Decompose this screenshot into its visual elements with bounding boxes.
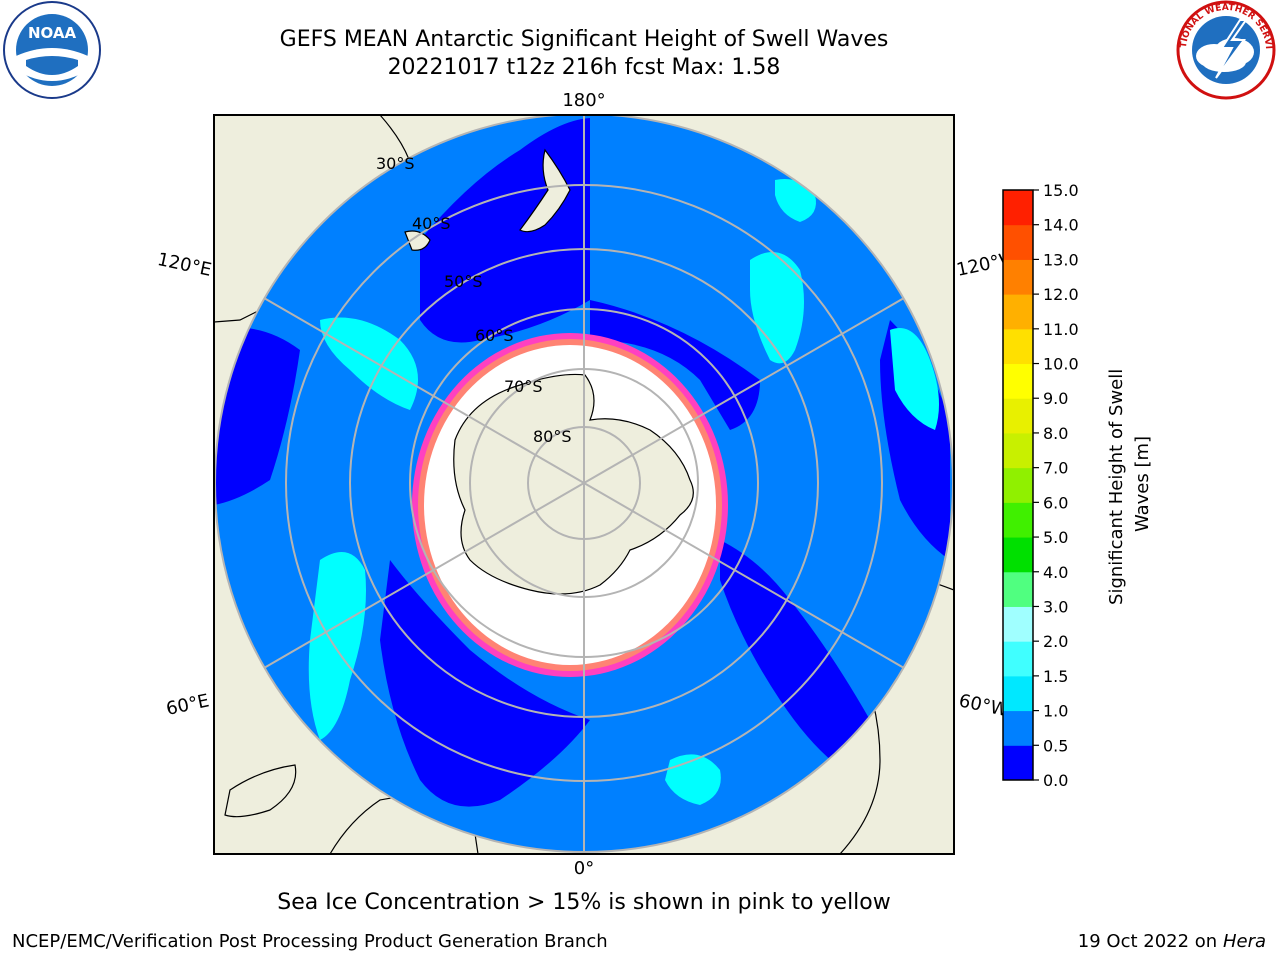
noaa-logo: NOAA: [3, 1, 101, 99]
lat-label-60s: 60°S: [475, 326, 514, 345]
colorbar-segment: [1003, 294, 1033, 330]
title-line-2: 20221017 t12z 216h fcst Max: 1.58: [387, 55, 781, 80]
colorbar-tick-label: 7.0: [1043, 459, 1068, 478]
colorbar-segment: [1003, 432, 1033, 469]
map-area: [214, 115, 954, 854]
tasmania: [404, 230, 431, 251]
lat-label-30s: 30°S: [376, 154, 415, 173]
colorbar-segment: [1003, 467, 1033, 503]
colorbar-tick-label: 12.0: [1043, 285, 1079, 304]
colorbar-segment: [1003, 190, 1033, 226]
colorbar-label-line-2: Waves [m]: [1132, 436, 1153, 532]
colorbar-tick-label: 3.0: [1043, 597, 1068, 616]
lat-label-70s: 70°S: [504, 377, 543, 396]
lon-label-lower-left: 60°E: [164, 690, 211, 720]
lat-label-80s: 80°S: [533, 427, 572, 446]
colorbar-segment: [1003, 641, 1033, 677]
lat-label-50s: 50°S: [444, 272, 483, 291]
lon-label-top: 180°: [562, 90, 605, 111]
colorbar-tick-label: 0.5: [1043, 736, 1068, 755]
colorbar-tick-label: 10.0: [1043, 355, 1079, 374]
colorbar-segment: [1003, 224, 1033, 260]
colorbar-segment: [1003, 745, 1033, 781]
lat-label-40s: 40°S: [412, 214, 451, 233]
colorbar-segment: [1003, 328, 1033, 365]
colorbar-label-line-1: Significant Height of Swell: [1106, 369, 1127, 605]
colorbar-segment: [1003, 675, 1033, 712]
colorbar-segment: [1003, 398, 1033, 434]
antarctica: [453, 373, 694, 595]
noaa-logo-text: NOAA: [28, 24, 77, 42]
colorbar-tick-label: 13.0: [1043, 250, 1079, 269]
colorbar-tick-label: 5.0: [1043, 528, 1068, 547]
sea-ice-caption: Sea Ice Concentration > 15% is shown in …: [277, 890, 891, 915]
colorbar-tick-label: 14.0: [1043, 216, 1079, 235]
colorbar-label: Significant Height of Swell Waves [m]: [1106, 363, 1153, 605]
footer-host: Hera: [1222, 931, 1266, 952]
lon-label-lower-right: 60°W: [957, 690, 1010, 721]
colorbar-tick-label: 9.0: [1043, 389, 1068, 408]
colorbar-segment: [1003, 502, 1033, 538]
colorbar-frame: [1002, 189, 1034, 781]
title-line-1: GEFS MEAN Antarctic Significant Height o…: [279, 27, 889, 52]
colorbar-segment: [1003, 363, 1033, 399]
colorbar-tick-label: 1.0: [1043, 702, 1068, 721]
colorbar-tick-label: 11.0: [1043, 320, 1079, 339]
colorbar-tick-label: 15.0: [1043, 181, 1079, 200]
colorbar-segment: [1003, 571, 1033, 607]
footer-credit: NCEP/EMC/Verification Post Processing Pr…: [12, 931, 608, 952]
madagascar: [224, 764, 297, 818]
colorbar-segment: [1003, 710, 1033, 746]
plot-title: GEFS MEAN Antarctic Significant Height o…: [214, 26, 954, 82]
colorbar-tick-label: 0.0: [1043, 771, 1068, 790]
nws-logo: NATIONAL WEATHER SERVICE: [1174, 0, 1276, 100]
lon-label-bottom: 0°: [574, 858, 594, 879]
lon-label-upper-left: 120°E: [155, 249, 213, 281]
colorbar-tick-label: 6.0: [1043, 493, 1068, 512]
colorbar-segment: [1003, 259, 1033, 295]
footer-date: 19 Oct 2022 on Hera: [1078, 931, 1266, 952]
colorbar-segment: [1003, 537, 1033, 573]
footer-date-text: 19 Oct 2022 on: [1077, 931, 1223, 952]
colorbar-tick-label: 4.0: [1043, 563, 1068, 582]
map-frame: [213, 114, 955, 855]
high-swell-patches: [308, 179, 939, 805]
colorbar-segment: [1003, 606, 1033, 642]
colorbar-tick-label: 2.0: [1043, 632, 1068, 651]
colorbar: 0.0 0.5 1.0 1.5 2.0 3.0 4.0 5.0 6.0 7.0 8.0 9.0 10.0…: [1002, 181, 1079, 790]
colorbar-tick-label: 1.5: [1043, 667, 1068, 686]
colorbar-tick-label: 8.0: [1043, 424, 1068, 443]
